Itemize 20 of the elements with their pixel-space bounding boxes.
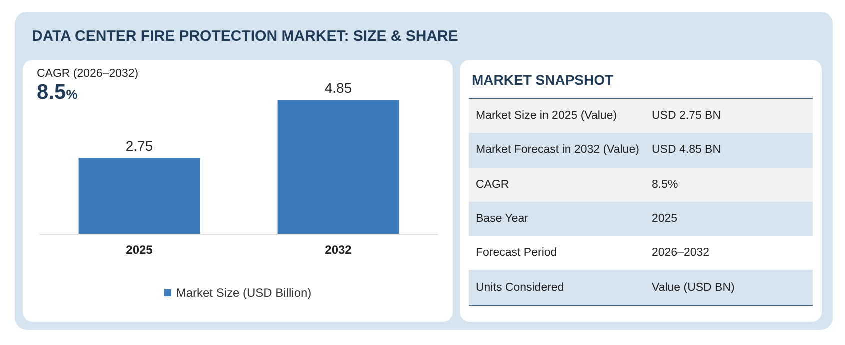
legend-label: Market Size (USD Billion) (176, 286, 312, 300)
category-label: Base Year (475, 213, 530, 226)
text: USD 4.85 BN (652, 144, 722, 156)
text: 2025 (652, 213, 678, 226)
category-label: Market Size in 2025 (Value) (475, 110, 618, 122)
category-label: Forecast Period (475, 247, 558, 260)
text: Value (USD BN) (652, 282, 735, 294)
chart-title: DATA CENTER FIRE PROTECTION MARKET: SIZE & SHARE (32, 28, 458, 45)
category-label: Market Forecast in 2032 (Value) (475, 144, 640, 156)
category-label: CAGR (475, 178, 510, 191)
annotation: 8.5% (37, 81, 78, 105)
data-label: 2.75 (126, 138, 154, 154)
text: MARKET SNAPSHOT (472, 72, 614, 88)
x-tick-label: 2032 (325, 243, 352, 257)
category-label: Units Considered (475, 282, 566, 294)
text: 8.5% (652, 178, 678, 191)
data-label: 4.85 (324, 80, 352, 96)
text: USD 2.75 BN (652, 110, 722, 122)
chart-subtitle: CAGR (2026–2032) (37, 68, 139, 80)
text: 2026–2032 (652, 247, 710, 260)
